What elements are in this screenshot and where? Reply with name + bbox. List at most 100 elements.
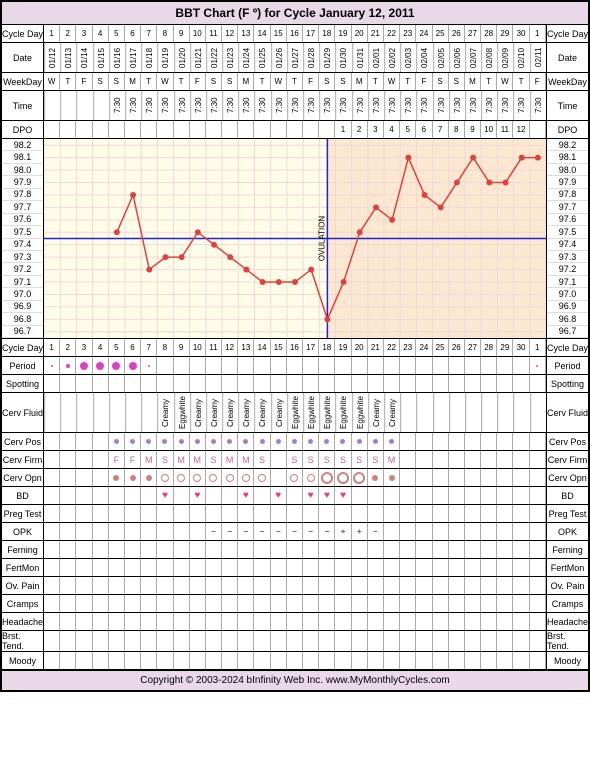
cell: 02/11 <box>530 43 546 72</box>
cell: 27 <box>465 339 481 356</box>
cell <box>109 469 125 486</box>
cell: M <box>238 451 254 468</box>
cell <box>303 433 319 450</box>
cell: 1 <box>44 25 60 42</box>
cell: Creamy <box>271 393 287 432</box>
cell: 7:30 <box>271 91 287 120</box>
cell <box>287 559 303 576</box>
cell <box>481 393 497 432</box>
cell <box>368 577 384 594</box>
cell <box>368 433 384 450</box>
cell: 18 <box>319 25 335 42</box>
cell <box>433 393 449 432</box>
y-tick: 97.5 <box>547 226 588 238</box>
cell <box>174 652 190 669</box>
cell: S <box>109 73 125 90</box>
cell <box>384 613 400 630</box>
cell <box>287 375 303 392</box>
cell <box>141 613 157 630</box>
cell <box>433 357 449 374</box>
cell <box>125 393 141 432</box>
cell <box>368 487 384 504</box>
cell <box>141 559 157 576</box>
y-tick: 96.9 <box>547 301 588 313</box>
cell <box>76 393 92 432</box>
footer-copyright: Copyright © 2003-2024 bInfinity Web Inc.… <box>2 670 588 690</box>
cell <box>76 613 92 630</box>
cell <box>60 541 76 558</box>
cell <box>335 505 351 522</box>
row-brsttend: Brst. Tend. Brst. Tend. <box>2 631 588 652</box>
cell <box>125 357 141 374</box>
y-tick: 97.3 <box>547 251 588 263</box>
cell: 16 <box>287 339 303 356</box>
cell <box>303 121 319 138</box>
cell <box>335 469 351 486</box>
cell <box>271 541 287 558</box>
row-cycleday-bot: Cycle Day 123456789101112131415161718192… <box>2 339 588 357</box>
cell <box>190 433 206 450</box>
cell <box>190 613 206 630</box>
cell <box>513 631 529 651</box>
cell: W <box>497 73 513 90</box>
cell: 30 <box>513 339 529 356</box>
cell: Creamy <box>190 393 206 432</box>
cell: 5 <box>109 25 125 42</box>
cell: 7:30 <box>109 91 125 120</box>
cell: 25 <box>433 25 449 42</box>
row-weekday: WeekDay WTFSSMTWTFSSMTWTFSSMTWTFSSMTWTF … <box>2 73 588 91</box>
label-weekday: WeekDay <box>2 73 44 90</box>
cell <box>222 487 238 504</box>
cell: 7:30 <box>157 91 173 120</box>
cell: F <box>76 73 92 90</box>
cell: 7:30 <box>400 91 416 120</box>
cell <box>93 559 109 576</box>
cell: 2 <box>352 121 368 138</box>
cell: 01/22 <box>206 43 222 72</box>
cell <box>319 357 335 374</box>
cell <box>125 505 141 522</box>
cell <box>481 433 497 450</box>
cell <box>400 433 416 450</box>
cell <box>125 595 141 612</box>
cell <box>303 559 319 576</box>
cell: 02/01 <box>368 43 384 72</box>
cell: 1 <box>530 339 546 356</box>
cell <box>497 487 513 504</box>
cell <box>303 469 319 486</box>
row-cramps: Cramps Cramps <box>2 595 588 613</box>
label-cramps-r: Cramps <box>546 595 588 612</box>
cell <box>513 375 529 392</box>
cell <box>44 487 60 504</box>
cell <box>60 91 76 120</box>
cell: 7:30 <box>352 91 368 120</box>
cell <box>271 357 287 374</box>
cell: 7:30 <box>384 91 400 120</box>
cell: 01/14 <box>76 43 92 72</box>
cell: T <box>400 73 416 90</box>
cell: 7:30 <box>465 91 481 120</box>
cell <box>481 559 497 576</box>
cell <box>400 451 416 468</box>
cell <box>271 631 287 651</box>
y-tick: 98.2 <box>2 139 43 151</box>
cell <box>319 577 335 594</box>
cell <box>238 121 254 138</box>
cell <box>141 375 157 392</box>
label-cervopn-r: Cerv Opn <box>546 469 588 486</box>
cell <box>271 433 287 450</box>
cell: 1 <box>530 25 546 42</box>
cell <box>141 433 157 450</box>
y-tick: 98.0 <box>547 164 588 176</box>
cell <box>530 577 546 594</box>
cell: 01/29 <box>319 43 335 72</box>
cell <box>157 433 173 450</box>
cell <box>433 523 449 540</box>
cell <box>109 559 125 576</box>
label-cervpos: Cerv Pos <box>2 433 44 450</box>
cell <box>449 523 465 540</box>
cell <box>384 541 400 558</box>
cell <box>497 523 513 540</box>
cell <box>465 357 481 374</box>
cell <box>141 541 157 558</box>
